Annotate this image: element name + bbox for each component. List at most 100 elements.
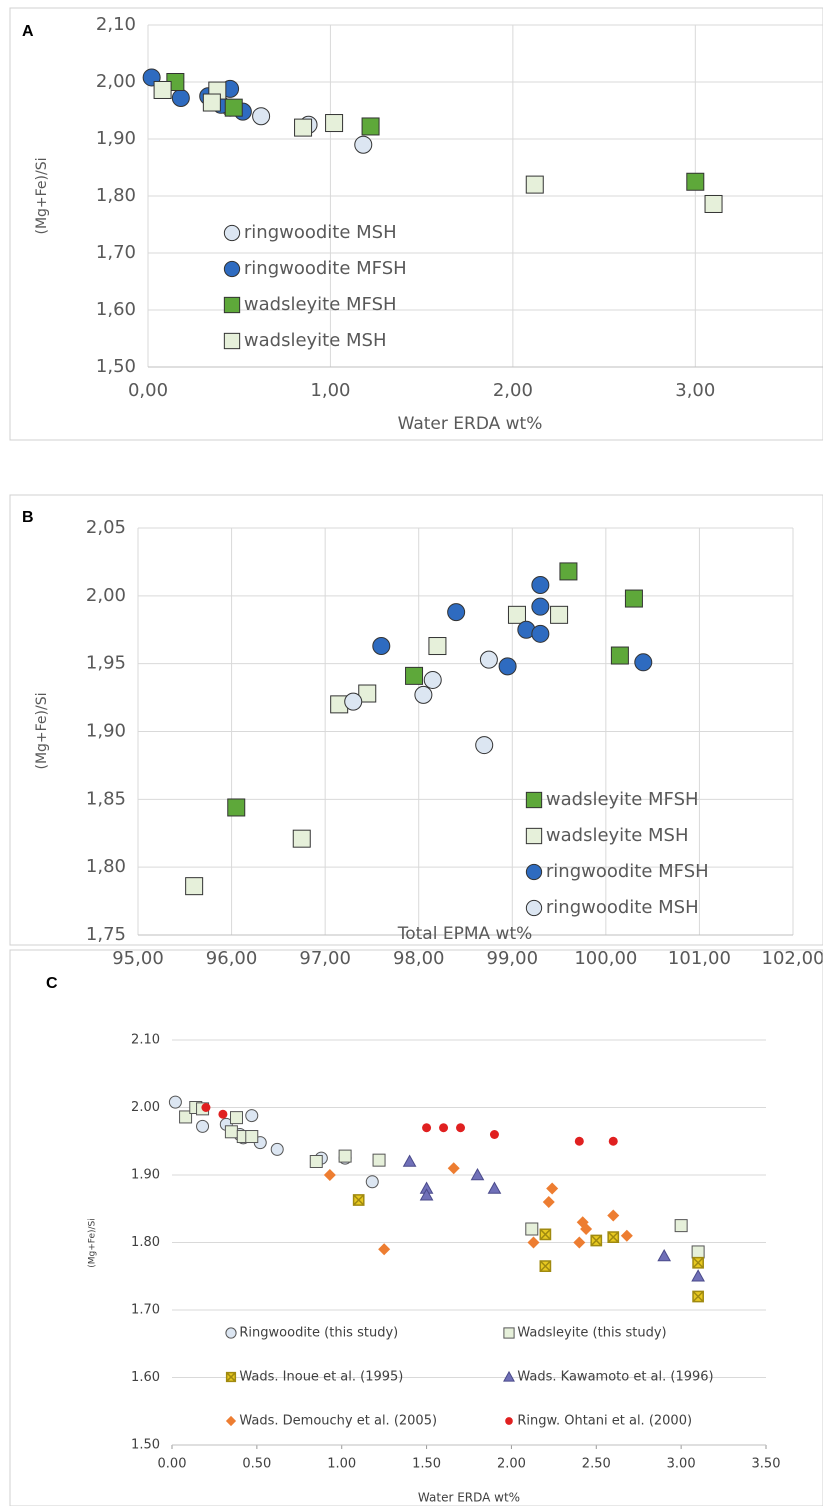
marker-circle: [252, 107, 271, 126]
marker-square: [179, 1110, 193, 1124]
marker-square: [325, 114, 344, 133]
marker-square: [202, 93, 221, 112]
marker-circle: [354, 135, 373, 154]
y-tick-label: 1,60: [96, 299, 136, 320]
legend-label: Ringw. Ohtani et al. (2000): [517, 1414, 692, 1429]
legend-marker: [505, 1417, 513, 1425]
legend-label: ringwoodite MSH: [244, 222, 397, 243]
panel-label: A: [22, 23, 34, 40]
x-tick-label: 1.00: [327, 1457, 356, 1472]
y-tick-label: 1,90: [86, 721, 126, 742]
y-tick-label: 1.50: [131, 1438, 160, 1453]
y-tick-label: 1,90: [96, 128, 136, 149]
marker-square: [691, 1245, 705, 1259]
marker-triangle: [470, 1167, 485, 1181]
marker-xsquare: [352, 1194, 365, 1206]
marker-dot: [439, 1123, 449, 1133]
marker-square: [525, 175, 544, 194]
marker-circle: [344, 692, 363, 711]
marker-dot: [489, 1130, 499, 1139]
y-tick-label: 1,80: [96, 185, 136, 206]
legend-label: ringwoodite MSH: [546, 897, 699, 918]
marker-circle: [479, 650, 498, 669]
marker-dot: [218, 1109, 228, 1119]
marker-xsquare: [692, 1290, 704, 1303]
marker-dot: [608, 1136, 618, 1146]
marker-triangle: [487, 1181, 502, 1194]
y-tick-label: 1,50: [96, 356, 136, 377]
marker-diamond: [607, 1209, 620, 1222]
marker-diamond: [620, 1229, 633, 1242]
marker-square: [185, 877, 204, 896]
legend-marker: [225, 1327, 237, 1339]
marker-square: [674, 1219, 688, 1233]
y-axis-label: (Mg+Fe)/Si: [34, 692, 50, 769]
y-tick-label: 2.10: [131, 1033, 160, 1048]
panel-frame: [9, 949, 823, 1506]
x-tick-label: 2.00: [497, 1457, 526, 1472]
marker-diamond: [546, 1182, 559, 1195]
marker-circle: [423, 670, 442, 689]
marker-square: [559, 562, 578, 581]
marker-dot: [422, 1123, 432, 1133]
y-tick-label: 1,75: [86, 924, 126, 945]
x-tick-label: 0.50: [242, 1457, 271, 1472]
y-tick-label: 1.70: [131, 1303, 160, 1318]
legend-label: Wads. Inoue et al. (1995): [239, 1370, 403, 1385]
marker-circle: [372, 637, 391, 656]
legend-marker: [223, 296, 241, 314]
y-tick-label: 1.60: [131, 1370, 160, 1385]
marker-diamond: [323, 1169, 336, 1181]
x-tick-label: 95,00: [112, 948, 164, 969]
legend-label: Wads. Kawamoto et al. (1996): [517, 1370, 713, 1385]
legend-marker: [525, 899, 543, 917]
marker-circle: [531, 597, 550, 616]
legend-label: ringwoodite MFSH: [244, 258, 407, 279]
marker-square: [686, 172, 705, 191]
legend-marker: [525, 827, 543, 845]
y-tick-label: 1,70: [96, 242, 136, 263]
legend-marker: [223, 224, 241, 242]
x-axis-label: Water ERDA wt%: [398, 414, 543, 434]
marker-circle: [531, 624, 550, 643]
marker-square: [525, 1222, 539, 1236]
marker-circle: [475, 736, 494, 755]
marker-square: [245, 1130, 259, 1144]
marker-xsquare: [607, 1231, 620, 1243]
x-tick-label: 3.00: [667, 1457, 696, 1472]
marker-square: [405, 666, 424, 685]
marker-diamond: [542, 1196, 555, 1208]
legend-marker: [525, 791, 543, 809]
marker-dot: [201, 1103, 211, 1112]
marker-triangle: [691, 1269, 705, 1282]
y-tick-label: 1.80: [131, 1235, 160, 1250]
x-tick-label: 97,00: [299, 948, 351, 969]
x-tick-label: 1.50: [412, 1457, 441, 1472]
y-tick-label: 1,80: [86, 856, 126, 877]
y-tick-label: 2.00: [131, 1100, 160, 1115]
marker-square: [224, 1125, 238, 1139]
marker-square: [624, 589, 643, 608]
legend-label: wadsleyite MSH: [546, 825, 689, 846]
legend-marker: [223, 332, 241, 350]
panel-frame: [9, 7, 823, 441]
marker-circle: [498, 657, 517, 676]
marker-square: [309, 1155, 323, 1168]
marker-square: [358, 684, 377, 703]
marker-circle: [245, 1109, 259, 1123]
y-tick-label: 1,85: [86, 788, 126, 809]
marker-square: [292, 829, 311, 848]
marker-dot: [574, 1136, 584, 1146]
marker-circle: [168, 1095, 182, 1109]
legend-label: wadsleyite MFSH: [546, 789, 699, 810]
marker-xsquare: [539, 1228, 552, 1241]
marker-circle: [196, 1119, 210, 1133]
marker-square: [227, 798, 246, 817]
y-tick-label: 1,95: [86, 653, 126, 674]
marker-circle: [365, 1175, 379, 1189]
x-tick-label: 102,00: [762, 948, 823, 969]
y-tick-label: 2,00: [96, 71, 136, 92]
marker-square: [338, 1149, 352, 1163]
x-tick-label: 3.50: [752, 1457, 781, 1472]
